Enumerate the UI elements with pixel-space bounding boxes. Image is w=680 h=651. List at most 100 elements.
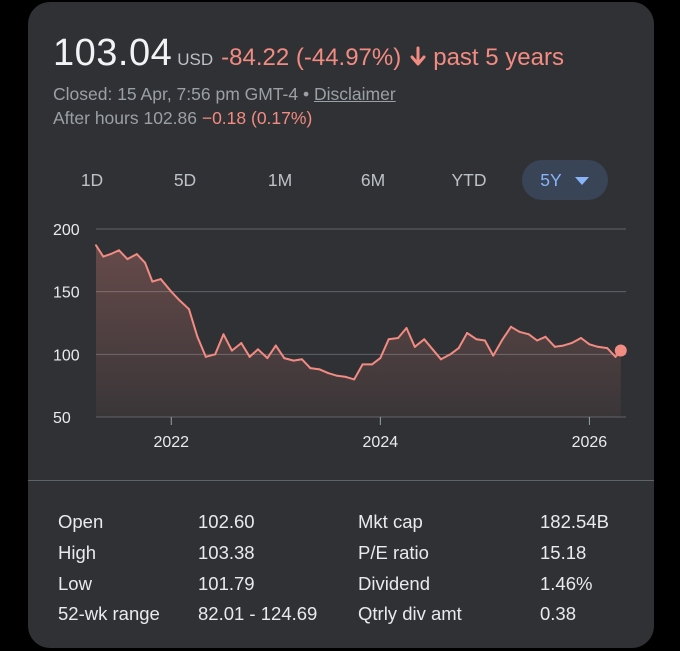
data-point — [214, 353, 217, 356]
tab-label: YTD — [451, 170, 487, 190]
stat-label: Dividend — [358, 573, 430, 594]
tab-1m[interactable]: 1M — [260, 160, 300, 200]
data-point — [159, 278, 162, 281]
data-point — [178, 299, 181, 302]
data-point — [196, 335, 199, 338]
data-point — [510, 325, 513, 328]
tab-label: 5Y — [540, 170, 562, 190]
range-tabs: 1D 5D 1M 6M YTD 5Y — [28, 160, 654, 200]
tab-ytd[interactable]: YTD — [447, 160, 491, 200]
tab-label: 1D — [80, 170, 104, 190]
price-line — [95, 244, 622, 381]
y-tick-label: 100 — [53, 347, 80, 364]
stat-label: Qtrly div amt — [358, 603, 462, 624]
x-tick-label: 2026 — [572, 434, 608, 451]
data-point — [370, 363, 373, 366]
stat-value: 101.79 — [198, 573, 255, 594]
after-hours-change: −0.18 (0.17%) — [201, 108, 313, 128]
data-point — [327, 372, 330, 375]
after-hours-info: After hours 102.86 −0.18 (0.17%) — [53, 108, 312, 129]
stat-value: 1.46% — [540, 573, 593, 594]
data-point — [283, 357, 286, 360]
change-period: past 5 years — [433, 44, 564, 71]
data-point — [309, 367, 312, 370]
data-point — [266, 357, 269, 360]
y-tick-label: 200 — [53, 222, 80, 239]
data-point — [335, 374, 338, 377]
closed-text: Closed: 15 Apr, 7:56 pm GMT-4 • — [53, 84, 310, 104]
data-point — [466, 332, 469, 335]
stat-value: 103.38 — [198, 542, 255, 563]
data-point — [135, 253, 138, 256]
data-point — [292, 359, 295, 362]
tab-5d[interactable]: 5D — [165, 160, 205, 200]
data-point — [501, 338, 504, 341]
data-point — [423, 338, 426, 341]
tab-label: 1M — [267, 170, 293, 190]
data-point — [449, 353, 452, 356]
data-point — [230, 349, 233, 352]
data-point — [596, 345, 599, 348]
x-tick-label: 2024 — [363, 434, 399, 451]
data-point — [240, 342, 243, 345]
data-point — [614, 355, 617, 358]
price-row: 103.04 USD -84.22 (-44.97%) past 5 years — [53, 32, 564, 75]
stat-value: 0.38 — [540, 603, 577, 624]
data-point — [553, 345, 556, 348]
stat-value: 15.18 — [540, 542, 587, 563]
stat-value: 82.01 - 124.69 — [198, 603, 318, 624]
data-point — [397, 337, 400, 340]
data-point — [248, 355, 251, 358]
data-point — [204, 355, 207, 358]
data-point — [95, 244, 97, 247]
data-point — [151, 280, 154, 283]
closed-info: Closed: 15 Apr, 7:56 pm GMT-4 • Disclaim… — [53, 84, 396, 105]
stat-label: High — [58, 542, 97, 563]
stat-label: Mkt cap — [358, 511, 423, 532]
data-point — [518, 330, 521, 333]
data-point — [117, 249, 120, 252]
current-price: 103.04 — [53, 32, 173, 74]
data-point — [544, 335, 547, 338]
x-tick-label: 2022 — [153, 434, 189, 451]
data-point — [126, 258, 129, 261]
data-point — [300, 358, 303, 361]
data-point — [457, 347, 460, 350]
data-point — [144, 261, 147, 264]
data-point — [318, 368, 321, 371]
price-area — [96, 245, 621, 417]
data-point — [439, 358, 442, 361]
data-point — [170, 290, 173, 293]
data-point — [344, 375, 347, 378]
data-point — [379, 357, 382, 360]
stat-label: P/E ratio — [358, 542, 429, 563]
data-point — [570, 342, 573, 345]
data-point — [109, 253, 112, 256]
data-point — [257, 348, 260, 351]
tab-1d[interactable]: 1D — [72, 160, 112, 200]
data-point — [527, 333, 530, 336]
currency-code: USD — [177, 50, 214, 69]
data-point — [431, 348, 434, 351]
data-point — [580, 337, 583, 340]
after-hours-label: After hours 102.86 — [53, 108, 197, 128]
data-point — [361, 363, 364, 366]
key-stats: Open 102.60 High 103.38 Low 101.79 52-wk range… — [28, 480, 654, 648]
data-point — [387, 338, 390, 341]
stat-label: Low — [58, 573, 92, 594]
disclaimer-link[interactable]: Disclaimer — [313, 84, 396, 104]
stat-label: Open — [58, 511, 104, 532]
data-point — [536, 339, 539, 342]
data-point — [492, 354, 495, 357]
data-point — [353, 378, 356, 381]
data-point — [413, 345, 416, 348]
tab-label: 6M — [360, 170, 386, 190]
arrow-down-icon — [409, 46, 427, 68]
data-point — [102, 255, 105, 258]
tab-6m[interactable]: 6M — [353, 160, 393, 200]
tab-5y[interactable]: 5Y — [522, 160, 608, 200]
price-change: -84.22 (-44.97%) — [221, 44, 402, 71]
data-point — [274, 344, 277, 347]
y-tick-label: 50 — [53, 410, 71, 427]
stat-label: 52-wk range — [58, 603, 160, 624]
